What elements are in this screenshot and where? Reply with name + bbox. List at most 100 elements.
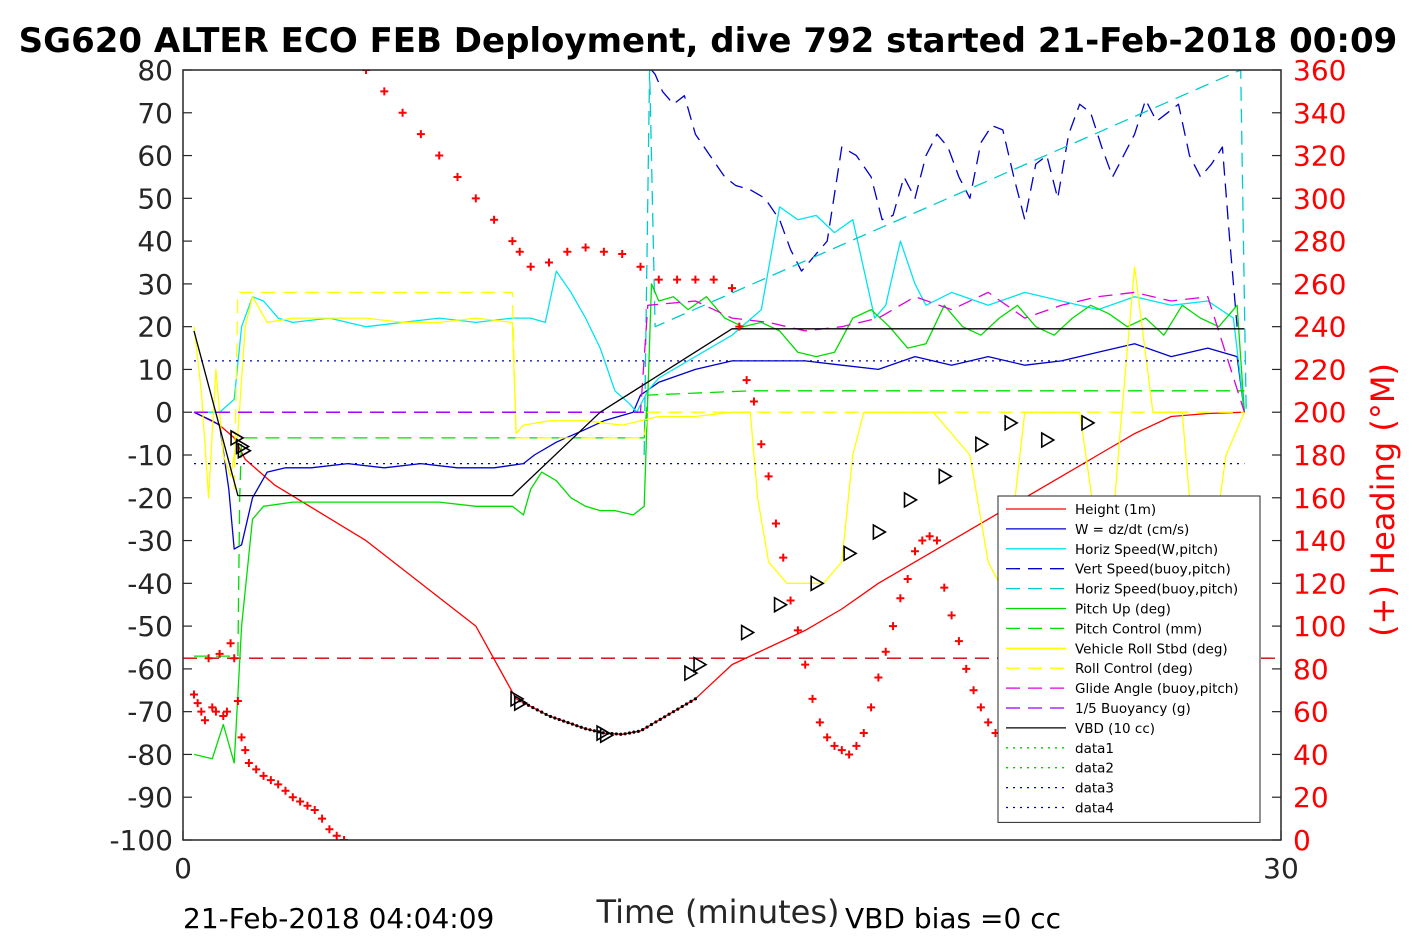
heading-marker: [508, 237, 517, 246]
heading-marker: [749, 397, 758, 406]
dive-path-dot: [540, 710, 544, 714]
heading-marker: [940, 583, 949, 592]
x-tick-label: 30: [1263, 852, 1299, 885]
heading-marker: [874, 673, 883, 682]
heading-marker: [281, 786, 290, 795]
dive-path-dot: [588, 728, 592, 732]
y-tick-label: -30: [127, 525, 173, 558]
y-tick-label: -10: [127, 439, 173, 472]
heading-marker: [636, 262, 645, 271]
heading-marker: [881, 647, 890, 656]
dive-path-dot: [592, 729, 596, 733]
heading-marker: [728, 284, 736, 293]
legend-label-15: data3: [1075, 781, 1114, 797]
right-axis-label: (+) Heading (°M): [1364, 363, 1402, 637]
y-tick-label: 0: [155, 396, 173, 429]
heading-marker: [786, 596, 795, 605]
dive-path-dot: [636, 729, 640, 733]
right-tick-label: 280: [1293, 225, 1346, 258]
heading-marker: [969, 686, 978, 695]
heading-marker: [526, 262, 535, 271]
y-tick-label: -50: [127, 610, 173, 643]
dive-path-dot: [641, 728, 645, 732]
y-tick-label: -90: [127, 781, 173, 814]
dive-path-dot: [601, 731, 605, 735]
triangle-marker: [693, 656, 708, 674]
heading-marker: [266, 776, 275, 785]
heading-marker: [453, 172, 462, 181]
dive-path-dot: [535, 708, 539, 712]
y-tick-label: 40: [137, 225, 173, 258]
heading-marker: [332, 831, 341, 840]
heading-marker: [581, 243, 590, 252]
heading-marker: [200, 716, 209, 725]
right-tick-label: 160: [1293, 482, 1346, 515]
axes: 80706050403020100-10-20-30-40-50-60-70-8…: [109, 54, 1346, 885]
right-tick-label: 180: [1293, 439, 1346, 472]
triangle-marker: [903, 491, 919, 509]
series-line-12: [193, 328, 1245, 497]
heading-marker: [340, 836, 349, 840]
triangle-marker: [1004, 414, 1019, 432]
heading-marker: [837, 746, 846, 755]
y-tick-label: -100: [109, 824, 173, 857]
heading-marker: [490, 215, 499, 224]
heading-marker: [252, 765, 261, 774]
legend-label-9: Roll Control (deg): [1075, 661, 1193, 677]
triangle-marker: [1040, 431, 1056, 449]
triangle-marker: [872, 523, 887, 541]
right-tick-label: 240: [1293, 311, 1346, 344]
right-tick-label: 0: [1293, 824, 1311, 857]
heading-marker: [932, 536, 941, 545]
dive-path-dot: [526, 703, 531, 707]
legend-label-3: Horiz Speed(W,pitch): [1075, 542, 1218, 558]
dive-path-dot: [663, 715, 667, 719]
legend-label-10: Glide Angle (buoy,pitch): [1075, 681, 1239, 697]
heading-marker: [918, 536, 927, 545]
heading-marker: [830, 741, 839, 750]
dive-path-dot: [619, 732, 623, 736]
series-line-4: [651, 70, 1238, 327]
heading-marker: [793, 626, 802, 635]
right-tick-label: 320: [1293, 140, 1346, 173]
right-tick-label: 300: [1293, 182, 1346, 215]
heading-marker: [318, 814, 327, 823]
right-tick-label: 40: [1293, 738, 1329, 771]
right-tick-label: 360: [1293, 54, 1346, 87]
heading-marker: [193, 699, 202, 708]
heading-marker: [673, 275, 682, 284]
heading-marker: [911, 547, 919, 556]
triangle-marker: [975, 435, 990, 453]
series-line-9: [233, 291, 1245, 490]
heading-marker: [219, 711, 228, 720]
dive-path-dot: [614, 732, 618, 736]
dive-path-dot: [671, 710, 676, 714]
dive-path-dot: [685, 702, 689, 706]
y-tick-label: -20: [127, 482, 173, 515]
right-tick-label: 140: [1293, 525, 1346, 558]
legend-label-8: Vehicle Roll Stbd (deg): [1075, 641, 1228, 657]
heading-marker: [984, 718, 993, 727]
y-tick-label: 50: [137, 182, 173, 215]
dive-path-dot: [562, 719, 566, 723]
heading-marker: [197, 707, 206, 716]
heading-marker: [757, 440, 766, 449]
right-tick-label: 100: [1293, 610, 1346, 643]
triangle-marker: [684, 664, 699, 682]
right-tick-label: 220: [1293, 353, 1346, 386]
triangle-marker: [599, 726, 615, 744]
series-line-3: [194, 206, 1246, 413]
triangle-marker: [1081, 414, 1096, 432]
heading-marker: [233, 696, 242, 705]
right-tick-label: 120: [1293, 567, 1346, 600]
heading-marker: [189, 690, 198, 699]
heading-marker: [241, 746, 250, 755]
y-tick-label: -70: [127, 696, 173, 729]
heading-marker: [288, 793, 297, 802]
right-tick-label: 260: [1293, 268, 1346, 301]
y-tick-label: 30: [137, 268, 173, 301]
legend-label-13: data1: [1075, 741, 1114, 757]
dive-path-dot: [649, 722, 654, 727]
heading-marker: [230, 654, 239, 663]
heading-marker: [903, 575, 912, 584]
